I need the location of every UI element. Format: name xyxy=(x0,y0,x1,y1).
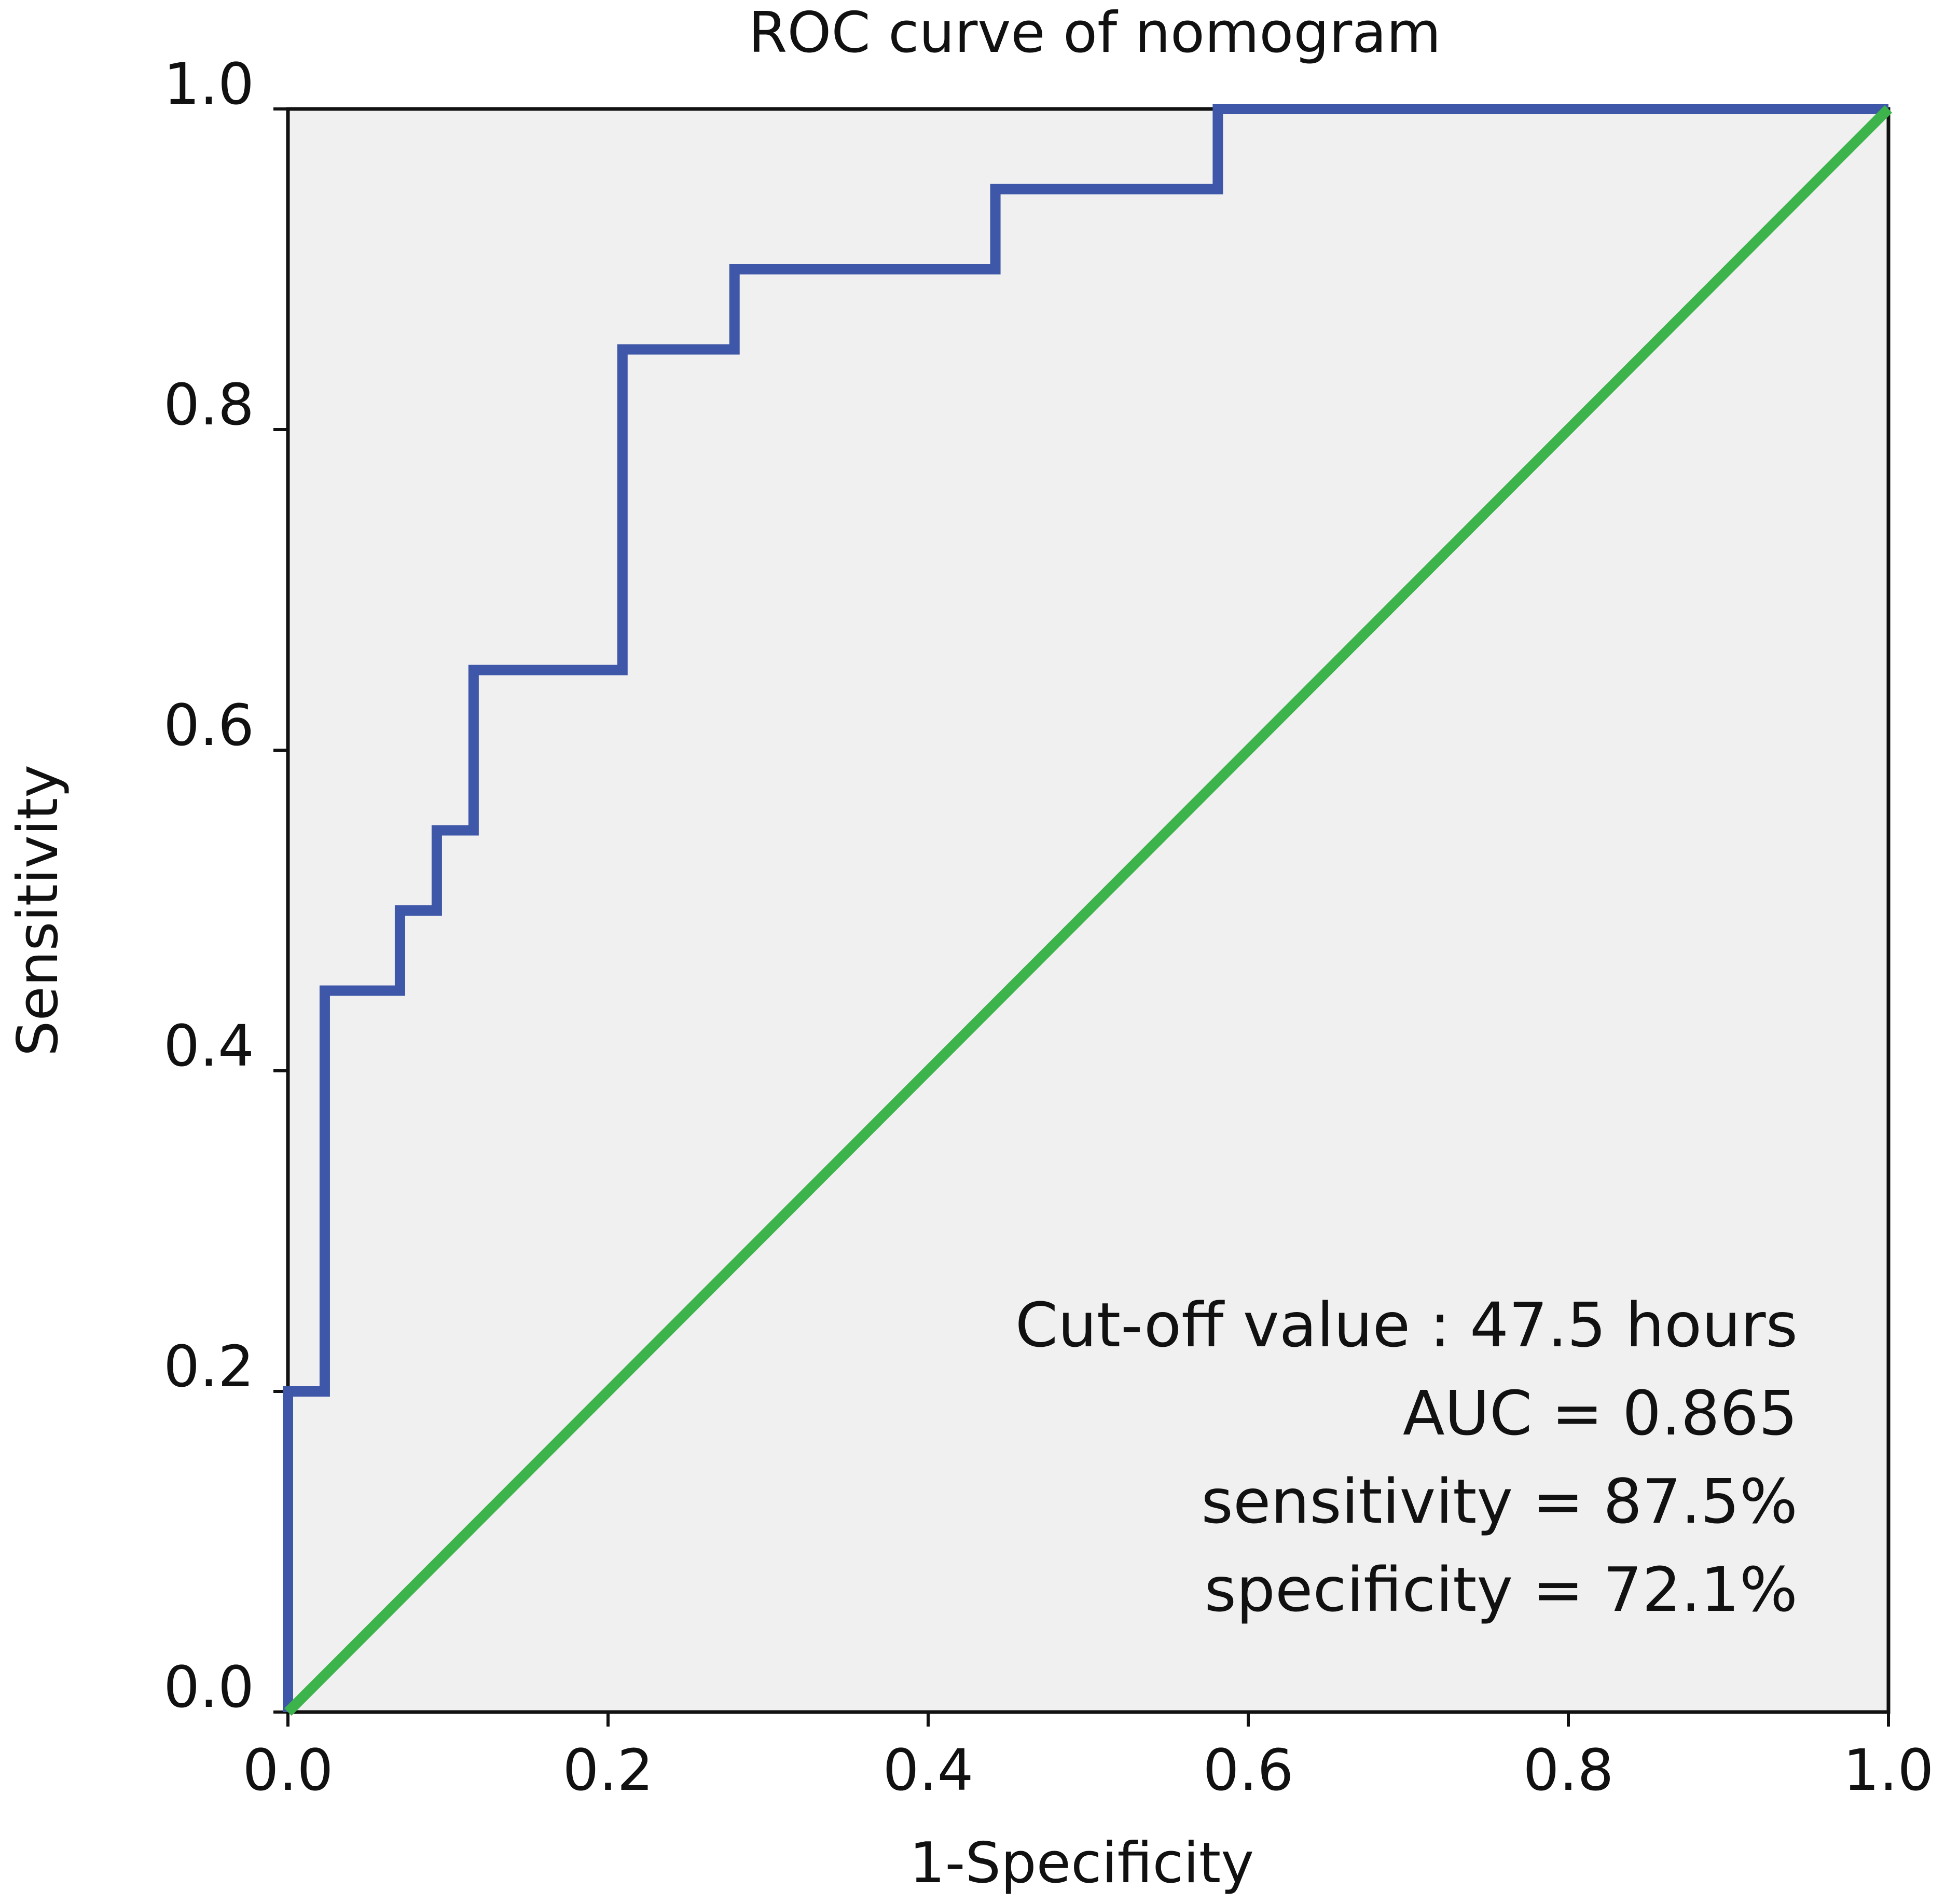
annotation-block: Cut-off value : 47.5 hours AUC = 0.865 sen… xyxy=(1015,1289,1798,1625)
x-tick-label: 0.0 xyxy=(243,1737,334,1803)
annotation-text: specificity = 72.1% xyxy=(1205,1554,1798,1625)
annotation-text: Cut-off value : 47.5 hours xyxy=(1015,1289,1798,1361)
y-tick-label: 1.0 xyxy=(163,51,254,117)
annotation-text: AUC = 0.865 xyxy=(1403,1377,1798,1449)
reference-diagonal-line xyxy=(284,105,1893,1716)
y-axis-label: Sensitivity xyxy=(6,765,71,1056)
x-axis-label: 1-Specificity xyxy=(909,1831,1254,1896)
x-tick-label: 0.6 xyxy=(1203,1737,1294,1803)
y-tick-label: 0.4 xyxy=(163,1013,254,1079)
x-tick-label: 1.0 xyxy=(1843,1737,1934,1803)
roc-curve-line xyxy=(283,104,1888,1712)
chart-title: ROC curve of nomogram xyxy=(748,1,1441,65)
annotation-text: sensitivity = 87.5% xyxy=(1201,1466,1798,1537)
x-tick-label: 0.2 xyxy=(563,1737,654,1803)
axis-ticks: 0.0 0.2 0.4 0.6 0.8 1.0 0.0 0.2 0.4 0.6 0.8 1.0 xyxy=(163,51,1934,1803)
y-tick-label: 0.6 xyxy=(163,692,254,758)
x-tick-label: 0.8 xyxy=(1523,1737,1614,1803)
series-layer xyxy=(283,104,1893,1716)
y-tick-label: 0.8 xyxy=(163,371,254,438)
y-tick-label: 0.0 xyxy=(163,1654,254,1720)
x-tick-label: 0.4 xyxy=(883,1737,974,1803)
y-tick-label: 0.2 xyxy=(163,1333,254,1400)
